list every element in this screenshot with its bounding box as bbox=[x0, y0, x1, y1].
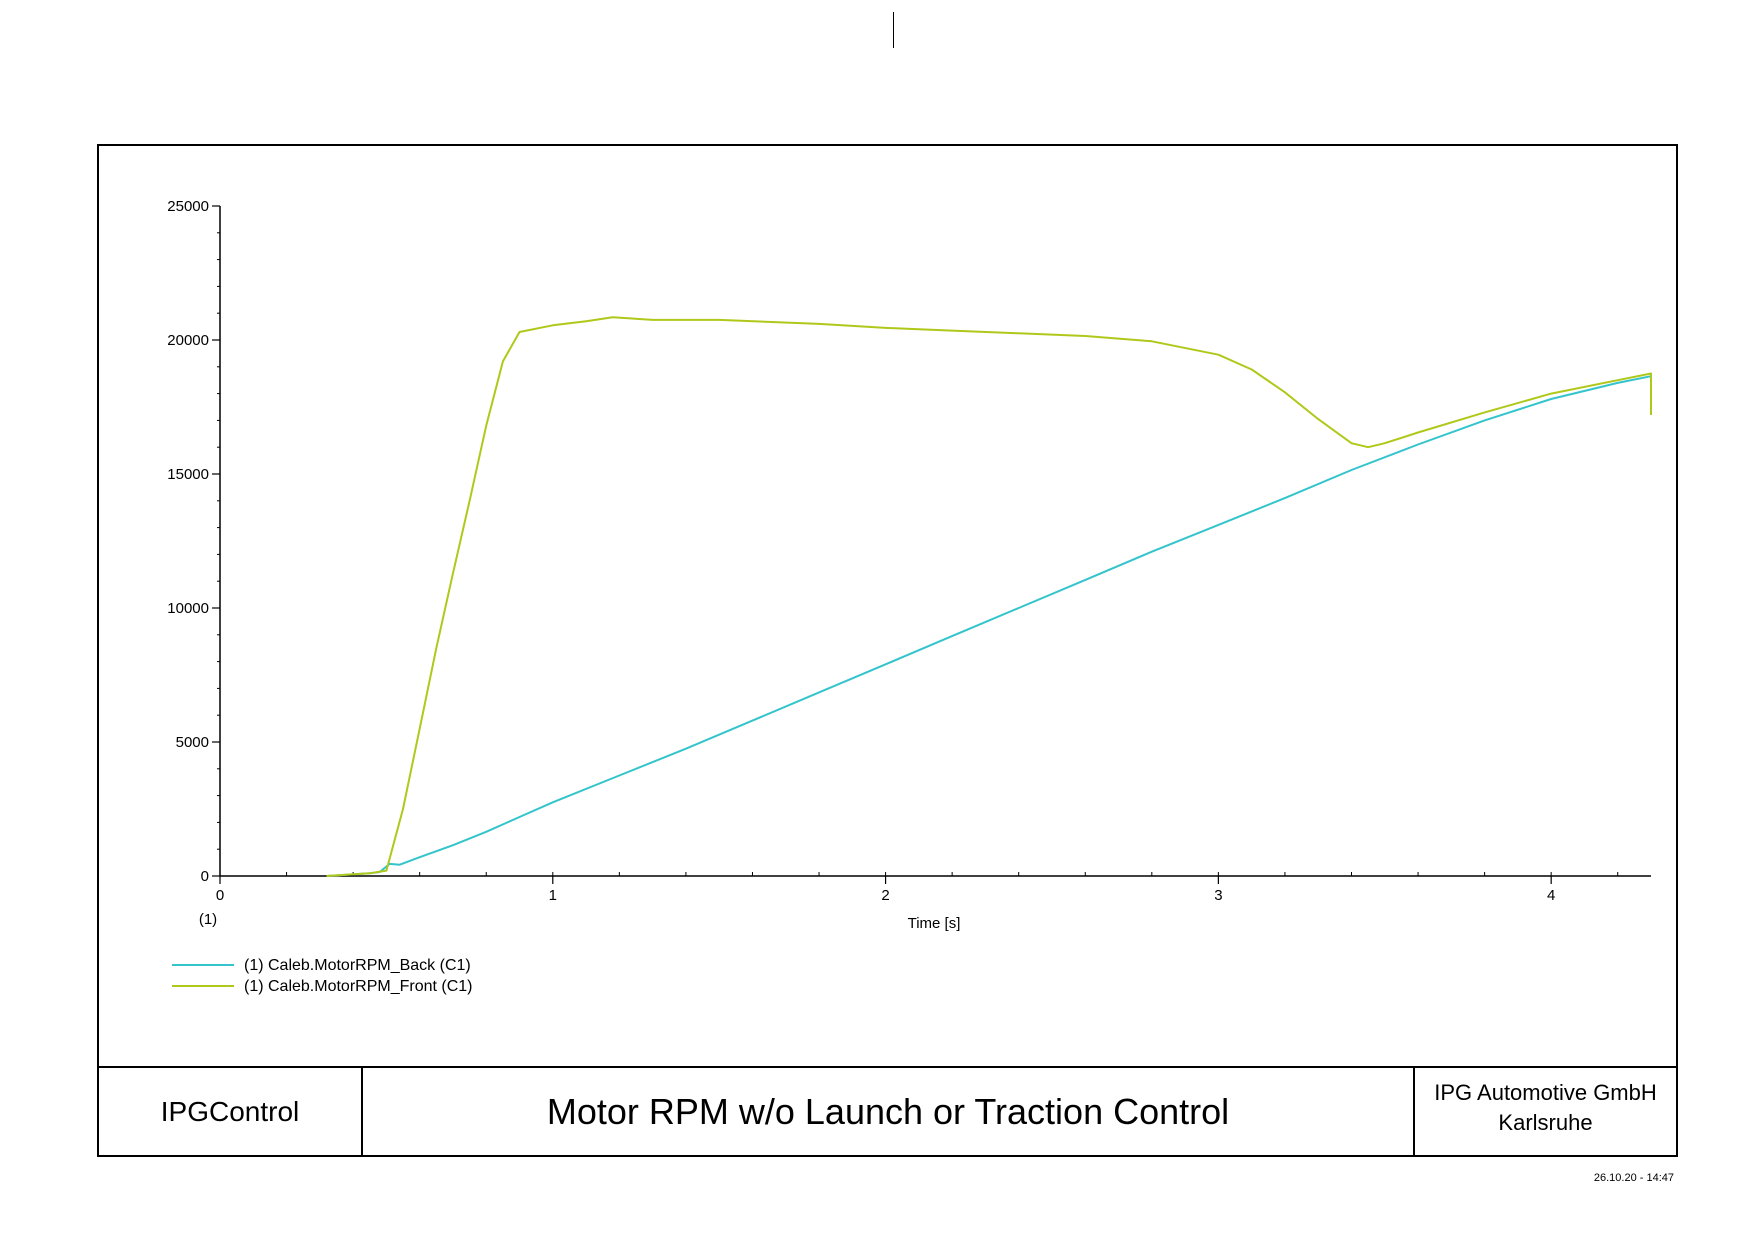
legend-label: (1) Caleb.MotorRPM_Back (C1) bbox=[244, 957, 471, 974]
report-title: Motor RPM w/o Launch or Traction Control bbox=[546, 1090, 1230, 1132]
series-layer bbox=[326, 316, 1652, 877]
y-tick-label: 15000 bbox=[167, 466, 209, 483]
legend-label: (1) Caleb.MotorRPM_Front (C1) bbox=[244, 978, 473, 995]
report-title-cell: Motor RPM w/o Launch or Traction Control bbox=[363, 1068, 1415, 1155]
company-cell: IPG Automotive GmbH Karlsruhe bbox=[1415, 1068, 1676, 1155]
legend: (1) Caleb.MotorRPM_Back (C1) (1) Caleb.Mo… bbox=[172, 957, 473, 995]
x-tick-label: 4 bbox=[1547, 887, 1555, 904]
x-axis: 0 1 2 3 4 bbox=[216, 872, 1651, 904]
series-line-back bbox=[326, 375, 1652, 877]
y-tick-label: 10000 bbox=[167, 600, 209, 617]
series-line-front bbox=[326, 316, 1652, 877]
top-center-mark bbox=[893, 12, 894, 48]
app-name: IPGControl bbox=[160, 1095, 300, 1127]
y-tick-label: 25000 bbox=[167, 198, 209, 215]
company-name: IPG Automotive GmbH bbox=[1434, 1079, 1657, 1105]
app-name-cell: IPGControl bbox=[99, 1068, 363, 1155]
plot-frame: 0 5000 10000 15000 20000 25000 0 1 2 3 4 Time [s]… bbox=[97, 144, 1678, 1157]
x-tick-label: 2 bbox=[881, 887, 889, 904]
y-axis: 0 5000 10000 15000 20000 25000 bbox=[167, 198, 221, 885]
x-tick-label: 0 bbox=[216, 887, 224, 904]
x-axis-label: Time [s] bbox=[908, 915, 961, 932]
company-city: Karlsruhe bbox=[1498, 1109, 1593, 1135]
y-tick-label: 20000 bbox=[167, 332, 209, 349]
axis-group-label: (1) bbox=[199, 911, 217, 928]
line-chart: 0 5000 10000 15000 20000 25000 0 1 2 3 4 Time [s]… bbox=[167, 198, 1652, 995]
x-tick-label: 1 bbox=[549, 887, 557, 904]
y-tick-label: 0 bbox=[201, 868, 209, 885]
title-block: IPGControl Motor RPM w/o Launch or Tract… bbox=[97, 1066, 1678, 1157]
timestamp: 26.10.20 - 14:47 bbox=[1593, 1172, 1674, 1184]
x-tick-label: 3 bbox=[1214, 887, 1222, 904]
y-tick-label: 5000 bbox=[176, 734, 209, 751]
